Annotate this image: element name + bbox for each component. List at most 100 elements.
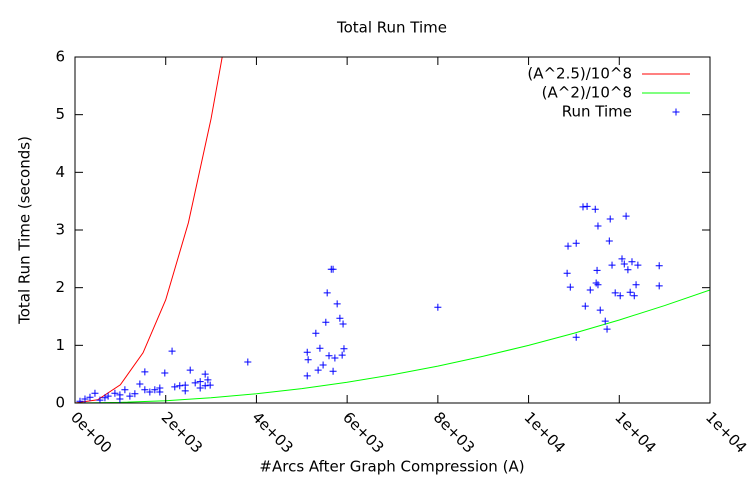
point [628, 258, 636, 266]
point [104, 392, 112, 400]
point [634, 261, 642, 269]
x-tick-label: 1e+04 [521, 408, 569, 456]
y-tick-label: 2 [55, 278, 65, 296]
point [331, 354, 339, 362]
x-tick-label: 2e+03 [158, 408, 206, 456]
point [86, 393, 94, 401]
point [121, 386, 129, 394]
point [323, 289, 331, 297]
y-axis-label: Total Run Time (seconds) [16, 136, 34, 325]
point [601, 317, 609, 325]
legend-label: (A^2)/10^8 [542, 84, 632, 102]
point [244, 358, 252, 366]
point [136, 380, 144, 388]
x-tick-label: 1e+04 [702, 408, 750, 456]
curve [75, 57, 223, 403]
point [141, 386, 149, 394]
x-tick-label: 0e+00 [67, 408, 115, 456]
point [655, 262, 663, 270]
point [605, 237, 613, 245]
point [594, 281, 602, 289]
point [176, 382, 184, 390]
point [630, 292, 638, 300]
y-tick-label: 6 [55, 48, 65, 66]
point [206, 381, 214, 389]
point [312, 329, 320, 337]
point [186, 366, 194, 374]
point [161, 369, 169, 377]
point [572, 333, 580, 341]
point [171, 383, 179, 391]
point [304, 356, 312, 364]
point [111, 389, 119, 397]
point [76, 397, 84, 403]
point [591, 205, 599, 213]
point [592, 279, 600, 287]
point [131, 390, 139, 398]
point [632, 281, 640, 289]
x-axis-label: #Arcs After Graph Compression (A) [259, 458, 524, 476]
point [116, 395, 124, 403]
point [594, 222, 602, 230]
point [622, 212, 630, 220]
point [618, 255, 626, 263]
point [141, 368, 149, 376]
point [564, 242, 572, 250]
point [616, 292, 624, 300]
point [325, 352, 333, 360]
point [303, 372, 311, 380]
point [655, 282, 663, 290]
x-tick-label: 1e+04 [611, 408, 659, 456]
point [91, 389, 99, 397]
y-tick-label: 0 [55, 394, 65, 412]
y-tick-label: 1 [55, 336, 65, 354]
point [340, 345, 348, 353]
point [583, 202, 591, 210]
point [620, 260, 628, 268]
x-tick-label: 6e+03 [339, 408, 387, 456]
point [336, 314, 344, 322]
chart-title: Total Run Time [336, 19, 447, 37]
point [196, 378, 204, 386]
point [626, 288, 634, 296]
point [608, 261, 616, 269]
point [563, 269, 571, 277]
point [204, 376, 212, 384]
x-tick-label: 4e+03 [248, 408, 296, 456]
point [322, 318, 330, 326]
point [201, 370, 209, 378]
y-tick-label: 3 [55, 221, 65, 239]
plot-area [75, 57, 710, 403]
point [624, 266, 632, 274]
point [181, 387, 189, 395]
point [319, 361, 327, 369]
point [596, 306, 604, 314]
point [434, 303, 442, 311]
point [333, 300, 341, 308]
point [126, 392, 134, 400]
point [338, 351, 346, 359]
x-tick-label: 8e+03 [430, 408, 478, 456]
point [572, 239, 580, 247]
point [81, 395, 89, 403]
point [566, 283, 574, 291]
point [314, 366, 322, 374]
point [156, 388, 164, 396]
point [593, 266, 601, 274]
point [201, 382, 209, 390]
point [168, 347, 176, 355]
point [339, 320, 347, 328]
point [316, 344, 324, 352]
y-tick-label: 5 [55, 105, 65, 123]
point [303, 348, 311, 356]
legend-label: Run Time [562, 103, 632, 121]
point [196, 384, 204, 392]
legend-label: (A^2.5)/10^8 [527, 65, 632, 83]
point [329, 367, 337, 375]
point [586, 286, 594, 294]
point [603, 325, 611, 333]
point [101, 394, 109, 402]
point [606, 215, 614, 223]
